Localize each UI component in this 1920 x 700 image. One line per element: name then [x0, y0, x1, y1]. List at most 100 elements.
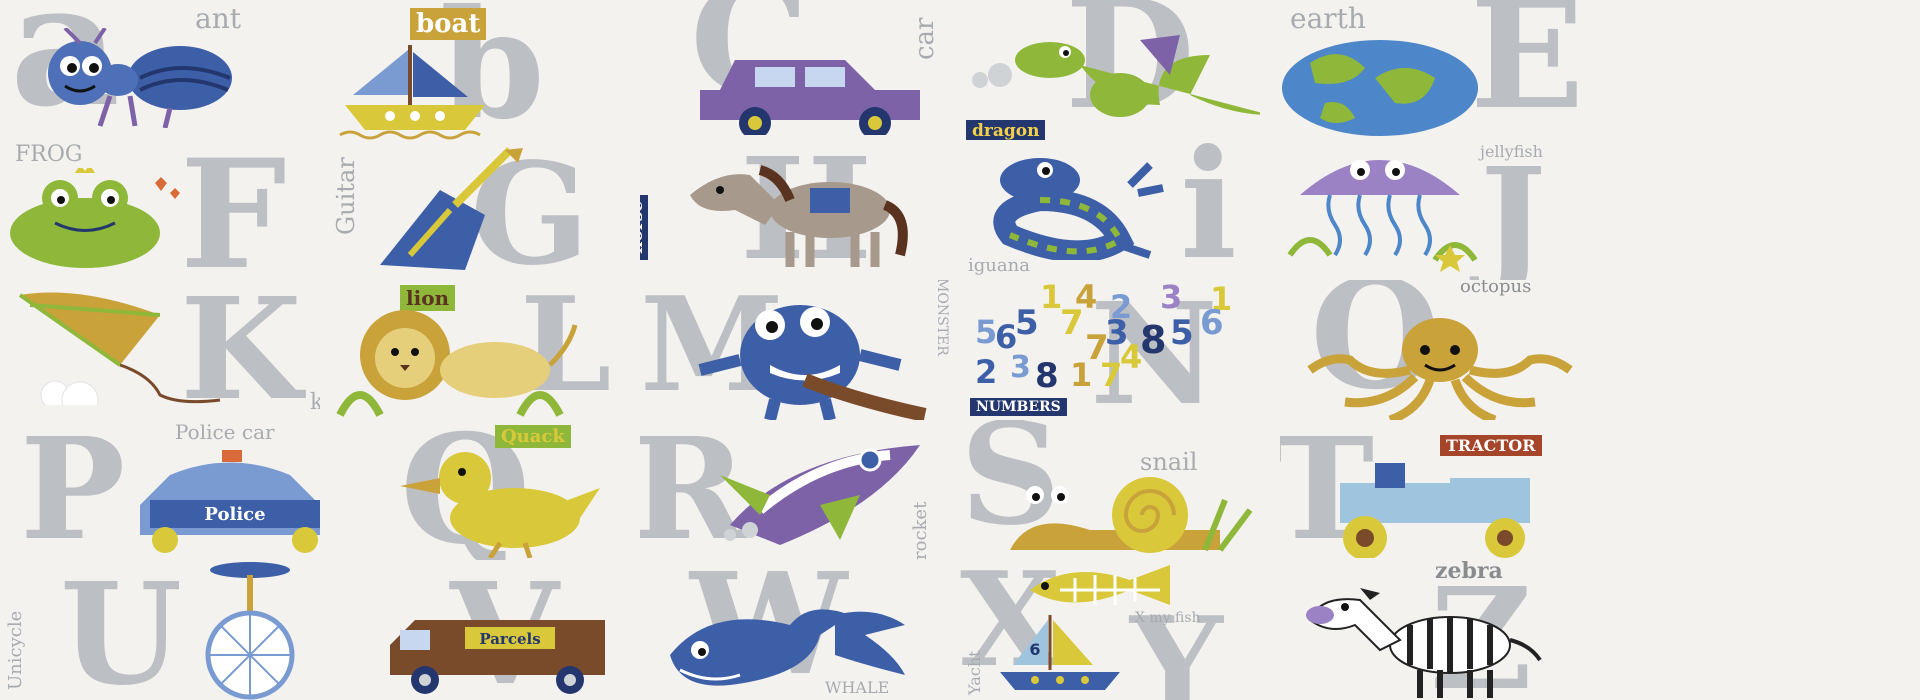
iguana-icon: [993, 158, 1164, 260]
word-guitar: Guitar: [332, 157, 360, 235]
word-x-my-fish: X my fish: [1135, 610, 1201, 626]
digit: 7: [1085, 328, 1109, 368]
word-police-car: Police car: [175, 420, 275, 444]
tile-jellyfish: J jellyfish: [1280, 140, 1600, 280]
letter-Y: Y: [1130, 588, 1223, 700]
digit: 3: [1105, 313, 1129, 353]
letter-P: P: [20, 420, 126, 560]
digit: 1: [1040, 280, 1063, 316]
lion-icon: [336, 310, 578, 417]
tile-ant: a ant: [0, 0, 320, 140]
word-kite: kite: [310, 390, 320, 415]
word-horse: horse: [640, 194, 648, 260]
letter-E: E: [1470, 0, 1585, 140]
word-iguana: iguana: [968, 255, 1030, 276]
word-ant: ant: [195, 2, 241, 35]
jellyfish-icon: [1287, 160, 1478, 272]
digit: 5: [1170, 313, 1194, 353]
digit: 5: [1015, 303, 1039, 343]
tile-police-car: P Police car Police: [0, 420, 320, 560]
word-quack: Quack: [495, 425, 571, 448]
word-unicycle: Unicycle: [5, 610, 26, 690]
duck-icon: [400, 452, 600, 558]
octopus-icon: [1307, 318, 1573, 420]
unicycle-icon: [205, 562, 295, 700]
van-sign: Parcels: [479, 630, 540, 648]
digit: 8: [1140, 318, 1167, 362]
digit: 6: [995, 318, 1018, 356]
digit: 5: [975, 313, 998, 351]
frog-icon: [10, 168, 180, 268]
tile-dragon: D dragon: [960, 0, 1280, 140]
dragon-icon: [972, 35, 1260, 117]
tile-earth: E earth: [1280, 0, 1600, 140]
tile-iguana: i iguana: [960, 140, 1280, 280]
tile-horse: H horse: [640, 140, 960, 280]
digit: 4: [1075, 280, 1098, 316]
word-zebra: zebra: [1435, 560, 1503, 584]
van-icon: Parcels: [390, 620, 605, 694]
tile-unicycle: U Unicycle: [0, 560, 320, 700]
word-jellyfish: jellyfish: [1480, 142, 1543, 161]
numbers-icon: 1 4 2 3 1 5 7 3 6 5 6 5 7 4 8 2 3 8 1 7: [960, 280, 1260, 398]
digit: 1: [1070, 356, 1093, 394]
word-earth: earth: [1290, 2, 1366, 35]
yacht-icon: 6: [1000, 615, 1120, 690]
letter-F: F: [180, 140, 287, 280]
tile-tractor: T TRACTOR: [1280, 420, 1600, 560]
kite-icon: [18, 292, 221, 405]
tile-duck: Q Quack: [320, 420, 640, 560]
monster-icon: [698, 305, 927, 420]
boat-icon: [339, 45, 485, 140]
word-lion: lion: [400, 285, 456, 311]
yacht-sail-number: 6: [1029, 640, 1040, 659]
tile-boat: b boat: [320, 0, 640, 140]
digit: 2: [975, 353, 998, 391]
digit: 1: [1210, 280, 1233, 318]
digit: 6: [1200, 303, 1224, 343]
letter-J: J: [1480, 140, 1547, 280]
digit: 7: [1060, 303, 1084, 343]
word-tractor: TRACTOR: [1440, 435, 1542, 456]
fish-skeleton-icon: [1030, 565, 1170, 605]
word-monster: MONSTER: [934, 280, 950, 356]
zebra-icon: [1306, 588, 1542, 698]
rocket-icon: [720, 445, 920, 545]
tile-fish: X Y X my fish Yacht 6: [960, 560, 1280, 700]
tile-kite: K kite: [0, 280, 320, 420]
word-frog: FROG: [15, 142, 83, 167]
earth-icon: [1282, 40, 1478, 136]
digit: 2: [1110, 288, 1133, 326]
police-badge: Police: [204, 504, 265, 525]
tile-monster: M MONSTER: [640, 280, 960, 420]
word-octopus: octopus: [1460, 280, 1532, 297]
horse-icon: [690, 165, 908, 267]
digit: 8: [1035, 356, 1059, 396]
tile-frog: F FROG: [0, 140, 320, 280]
tile-van: V van Parcels: [320, 560, 640, 700]
tile-octopus: O octopus: [1280, 280, 1600, 420]
letter-K: K: [180, 280, 302, 420]
word-yacht: Yacht: [965, 650, 984, 695]
word-dragon: dragon: [966, 120, 1046, 140]
tile-numbers: N NUMBERS 1 4 2 3 1 5 7 3 6 5 6 5 7 4 8 …: [960, 280, 1280, 420]
letter-U: U: [60, 560, 183, 700]
tile-zebra: Z zebra: [1280, 560, 1600, 700]
tractor-icon: [1340, 463, 1530, 558]
tile-guitar: G Guitar: [320, 140, 640, 280]
letter-N: N: [1090, 280, 1218, 420]
word-numbers: NUMBERS: [970, 398, 1067, 416]
tile-rocket: R rocket: [640, 420, 960, 560]
tile-snail: S snail: [960, 420, 1280, 560]
digit: 7: [1100, 356, 1123, 394]
police-car-icon: Police: [140, 450, 320, 553]
word-boat: boat: [410, 8, 487, 40]
digit: 3: [1160, 280, 1183, 316]
word-snail: snail: [1140, 448, 1198, 476]
tile-whale: W WHALE: [640, 560, 960, 700]
tile-lion: L lion: [320, 280, 640, 420]
word-whale: WHALE: [825, 678, 890, 697]
guitar-icon: [380, 147, 523, 270]
letter-i: i: [1180, 140, 1237, 280]
snail-icon: [1010, 477, 1253, 553]
